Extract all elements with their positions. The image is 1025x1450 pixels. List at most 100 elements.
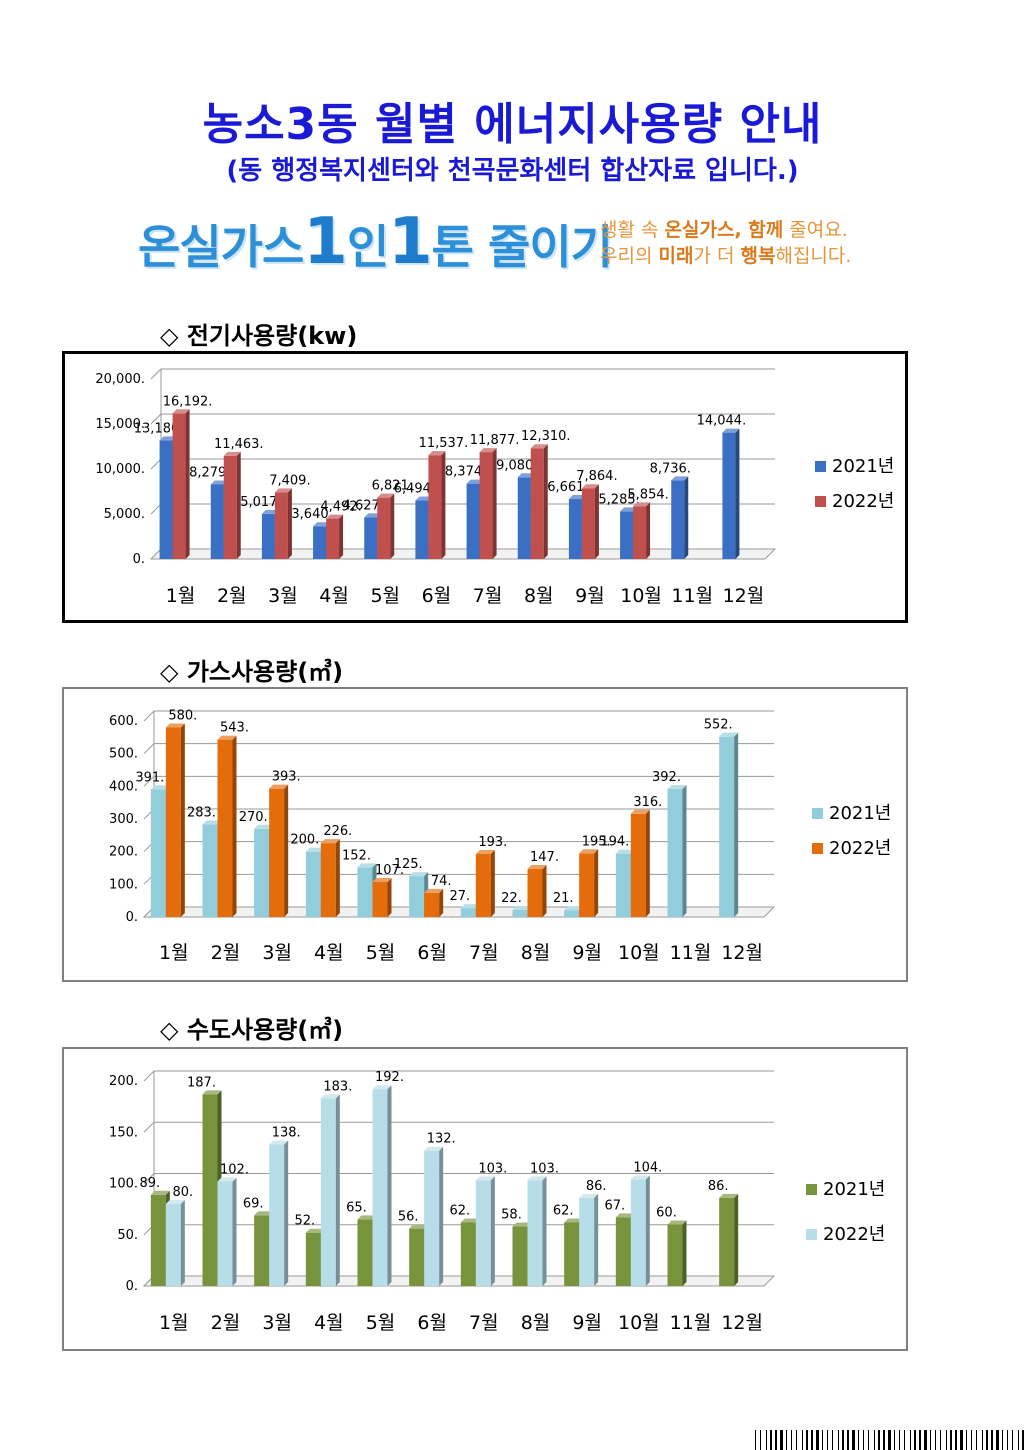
bar-2022년-7월 — [475, 849, 495, 917]
data-label: 3,640. — [291, 507, 332, 522]
banner-slogan: 온실가스1인1톤 줄이기 — [138, 205, 613, 279]
tagline-bold: 미래 — [658, 245, 694, 267]
gas-chart-box: 0. 100. 200. 300. 400. 500. 600. 1월 391. 580. 2월 28… — [62, 687, 908, 982]
x-tick-label: 1월 — [159, 942, 189, 964]
legend-label: 2022년 — [832, 491, 894, 512]
barcode-bar — [775, 1430, 777, 1450]
electric-chart: 0. 5,000. 10,000. 15,000. 20,000. 1월 13,180. 16… — [95, 368, 894, 607]
data-label: 283. — [187, 806, 216, 821]
x-tick-label: 7월 — [469, 1312, 499, 1334]
y-tick-label: 10,000. — [95, 462, 145, 477]
barcode-bar — [858, 1430, 859, 1450]
x-tick-label: 12월 — [721, 1312, 763, 1334]
data-label: 4,492. — [320, 500, 361, 515]
banner-slogan-mid: 인 — [346, 220, 389, 274]
bar-2022년-3월 — [269, 1140, 289, 1286]
tagline-text: 가 더 — [693, 245, 741, 267]
data-label: 13,180. — [134, 421, 184, 436]
gridline — [143, 710, 774, 722]
x-tick-label: 7월 — [473, 585, 503, 607]
tagline-text: 생활 속 — [600, 219, 665, 241]
data-label: 16,192. — [163, 394, 213, 409]
bar-2021년-12월 — [719, 1193, 739, 1286]
banner-slogan-pre: 온실가스 — [138, 220, 304, 274]
legend-label: 2021년 — [823, 1179, 885, 1200]
bar-2022년-2월 — [217, 735, 237, 917]
barcode-bar — [996, 1430, 999, 1450]
data-label: 22. — [501, 891, 522, 906]
legend-swatch — [806, 1229, 817, 1240]
barcode-bar — [806, 1430, 808, 1450]
barcode-bar — [914, 1430, 916, 1450]
data-label: 147. — [530, 850, 559, 865]
x-tick-label: 5월 — [366, 1312, 396, 1334]
data-label: 62. — [449, 1203, 470, 1218]
gridline — [143, 743, 774, 755]
campaign-banner: 온실가스1인1톤 줄이기 생활 속 온실가스, 함께 줄여요. 우리의 미래가 … — [138, 205, 873, 279]
data-label: 138. — [272, 1126, 301, 1141]
data-label: 393. — [272, 770, 301, 785]
bar-2022년-6월 — [424, 1146, 444, 1286]
bar-2022년-9월 — [579, 849, 599, 917]
y-tick-label: 150. — [109, 1125, 138, 1140]
bar-2022년-5월 — [372, 878, 392, 917]
y-tick-label: 50. — [117, 1228, 138, 1243]
section-heading-gas: ◇ 가스사용량(㎥) — [160, 658, 344, 686]
bar-2022년-7월 — [475, 1176, 495, 1286]
gridline — [143, 1121, 774, 1133]
legend-swatch — [815, 461, 826, 472]
barcode-bar — [847, 1430, 849, 1450]
data-label: 11,877. — [470, 433, 520, 448]
y-tick-label: 400. — [109, 779, 138, 794]
bar-2022년-10월 — [630, 809, 650, 917]
data-label: 8,279. — [189, 465, 230, 480]
barcode-bar — [832, 1430, 833, 1450]
data-label: 67. — [604, 1198, 625, 1213]
y-tick-label: 500. — [109, 747, 138, 762]
banner-tagline-line1: 생활 속 온실가스, 함께 줄여요. — [600, 217, 851, 243]
data-label: 56. — [398, 1210, 419, 1225]
x-tick-label: 9월 — [572, 1312, 602, 1334]
x-tick-label: 11월 — [671, 585, 713, 607]
section-heading-water: ◇ 수도사용량(㎥) — [160, 1016, 344, 1044]
barcode-bar — [1007, 1430, 1008, 1450]
tagline-text: 우리의 — [600, 245, 659, 267]
legend-label: 2021년 — [832, 456, 894, 477]
tagline-text: 해집니다. — [775, 245, 852, 267]
barcode-bar — [919, 1430, 921, 1450]
bar-2022년-3월 — [269, 784, 289, 917]
data-label: 60. — [656, 1206, 677, 1221]
x-tick-label: 2월 — [217, 585, 247, 607]
bar-2022년-4월 — [326, 514, 344, 559]
data-label: 6,494. — [394, 482, 435, 497]
gridline — [150, 368, 775, 380]
data-label: 107. — [375, 863, 404, 878]
page-subtitle: (동 행정복지센터와 천곡문화센터 합산자료 입니다.) — [226, 156, 799, 186]
barcode-bar — [894, 1430, 895, 1450]
tagline-bold: 행복 — [740, 245, 776, 267]
bar-2021년-11월 — [667, 784, 687, 917]
data-label: 193. — [478, 835, 507, 850]
barcode-bar — [971, 1430, 972, 1450]
data-label: 125. — [394, 857, 423, 872]
bar-2022년-8월 — [530, 444, 548, 559]
x-tick-label: 1월 — [166, 585, 196, 607]
bar-2022년-1월 — [165, 723, 185, 917]
x-tick-label: 9월 — [575, 585, 605, 607]
data-label: 104. — [633, 1160, 662, 1175]
barcode-bar — [1012, 1430, 1013, 1450]
data-label: 69. — [243, 1196, 264, 1211]
y-tick-label: 200. — [109, 845, 138, 860]
barcode-bar — [1022, 1430, 1024, 1450]
x-tick-label: 3월 — [262, 942, 292, 964]
data-label: 11,537. — [419, 436, 469, 451]
x-tick-label: 1월 — [159, 1312, 189, 1334]
data-label: 152. — [342, 848, 371, 863]
x-tick-label: 10월 — [618, 1312, 660, 1334]
y-tick-label: 20,000. — [95, 372, 145, 387]
data-label: 86. — [586, 1179, 607, 1194]
data-label: 11,463. — [214, 437, 264, 452]
x-tick-label: 8월 — [524, 585, 554, 607]
bar-2022년-7월 — [479, 448, 497, 559]
bar-2021년-12월 — [719, 732, 739, 917]
